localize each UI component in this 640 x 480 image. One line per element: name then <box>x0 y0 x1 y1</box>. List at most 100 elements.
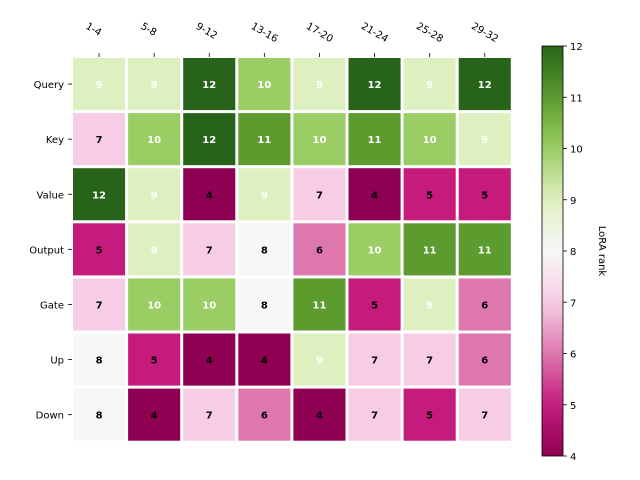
colorbar-tick-label: 4 <box>570 452 576 463</box>
heatmap-cell <box>293 223 346 276</box>
heatmap-cell <box>293 278 346 331</box>
x-tick-label: 9-12 <box>194 21 219 42</box>
cell-value-label: 5 <box>371 300 378 311</box>
heatmap-cell <box>183 278 236 331</box>
heatmap-cell <box>128 278 181 331</box>
cell-value-label: 5 <box>426 411 433 422</box>
y-tick-label: Key <box>46 135 64 146</box>
heatmap-cell <box>73 168 126 221</box>
heatmap-cell <box>293 333 346 386</box>
colorbar-label: LoRA rank <box>596 226 607 277</box>
heatmap-cell <box>403 333 456 386</box>
heatmap-cell <box>293 113 346 166</box>
heatmap-cell <box>458 223 511 276</box>
cell-value-label: 11 <box>312 300 326 311</box>
y-axis-tick-labels: Query Key Value Output Gate Up Down <box>29 80 72 422</box>
cell-value-label: 9 <box>151 190 158 201</box>
heatmap-cell <box>348 388 401 441</box>
heatmap-cell <box>403 58 456 111</box>
y-tick-label: Down <box>36 411 64 422</box>
heatmap-cell <box>128 223 181 276</box>
heatmap-cell <box>293 168 346 221</box>
colorbar-tick-label: 11 <box>570 93 583 104</box>
heatmap-cell <box>293 58 346 111</box>
colorbar-tick-label: 5 <box>570 401 576 412</box>
heatmap-cell <box>73 278 126 331</box>
x-tick-label: 1-4 <box>84 21 104 39</box>
heatmap-cell <box>183 113 236 166</box>
cell-value-label: 7 <box>316 190 323 201</box>
heatmap-cells: 9 9 12 10 9 12 9 12 7 10 12 11 10 11 10 9 12 9 4 9 7 4 5 5 5 9 7 8 6… <box>73 58 511 441</box>
heatmap-cell <box>403 168 456 221</box>
heatmap-cell <box>348 168 401 221</box>
cell-value-label: 12 <box>92 190 106 201</box>
cell-value-label: 5 <box>96 245 103 256</box>
cell-value-label: 9 <box>481 135 488 146</box>
cell-value-label: 11 <box>423 245 437 256</box>
heatmap-cell <box>128 388 181 441</box>
cell-value-label: 6 <box>316 245 323 256</box>
heatmap-cell <box>348 113 401 166</box>
x-tick-label: 5-8 <box>139 21 159 39</box>
cell-value-label: 4 <box>206 356 213 367</box>
heatmap-cell <box>348 333 401 386</box>
cell-value-label: 7 <box>426 356 433 367</box>
heatmap-cell <box>73 333 126 386</box>
cell-value-label: 4 <box>151 411 158 422</box>
x-axis-tick-labels: 1-4 5-8 9-12 13-16 17-20 21-24 25-28 29-32 <box>84 21 500 57</box>
colorbar-ticks: 4 5 6 7 8 9 10 11 12 <box>563 42 583 463</box>
heatmap-cell <box>403 388 456 441</box>
cell-value-label: 4 <box>316 411 323 422</box>
cell-value-label: 10 <box>257 80 271 91</box>
heatmap-cell <box>238 388 291 441</box>
colorbar-tick-label: 9 <box>570 196 576 207</box>
cell-value-label: 11 <box>257 135 271 146</box>
cell-value-label: 8 <box>261 245 268 256</box>
heatmap-cell <box>348 58 401 111</box>
heatmap-cell <box>238 168 291 221</box>
cell-value-label: 8 <box>96 356 103 367</box>
cell-value-label: 7 <box>371 411 378 422</box>
heatmap-cell <box>183 333 236 386</box>
cell-value-label: 7 <box>371 356 378 367</box>
cell-value-label: 6 <box>481 300 488 311</box>
x-tick-label: 25-28 <box>414 21 445 45</box>
colorbar-gradient <box>541 45 564 457</box>
cell-value-label: 12 <box>478 80 492 91</box>
heatmap-cell <box>238 58 291 111</box>
heatmap-cell <box>348 223 401 276</box>
y-tick-label: Gate <box>40 300 64 311</box>
x-tick-label: 13-16 <box>249 21 280 45</box>
cell-value-label: 5 <box>151 356 158 367</box>
cell-value-label: 6 <box>261 411 268 422</box>
y-tick-label: Value <box>37 190 64 201</box>
cell-value-label: 11 <box>368 135 382 146</box>
cell-value-label: 10 <box>423 135 437 146</box>
cell-value-label: 7 <box>96 300 103 311</box>
cell-value-label: 8 <box>96 411 103 422</box>
colorbar: 4 5 6 7 8 9 10 11 12 LoRA rank <box>541 42 607 463</box>
x-tick-label: 29-32 <box>469 21 500 45</box>
cell-value-label: 10 <box>147 135 161 146</box>
cell-value-label: 4 <box>371 190 378 201</box>
cell-value-label: 9 <box>316 80 323 91</box>
cell-value-label: 9 <box>261 190 268 201</box>
cell-value-label: 12 <box>368 80 382 91</box>
cell-value-label: 4 <box>206 190 213 201</box>
cell-value-label: 7 <box>481 411 488 422</box>
colorbar-tick-label: 10 <box>570 145 583 156</box>
heatmap-cell <box>238 333 291 386</box>
heatmap-cell <box>458 333 511 386</box>
cell-value-label: 10 <box>368 245 382 256</box>
cell-value-label: 7 <box>96 135 103 146</box>
heatmap-cell <box>128 333 181 386</box>
heatmap-cell <box>238 278 291 331</box>
cell-value-label: 8 <box>261 300 268 311</box>
colorbar-tick-label: 8 <box>570 247 576 258</box>
heatmap-cell <box>128 113 181 166</box>
cell-value-label: 6 <box>481 356 488 367</box>
cell-value-label: 9 <box>151 80 158 91</box>
cell-value-label: 12 <box>202 135 216 146</box>
cell-value-label: 4 <box>261 356 268 367</box>
colorbar-tick-label: 6 <box>570 350 576 361</box>
